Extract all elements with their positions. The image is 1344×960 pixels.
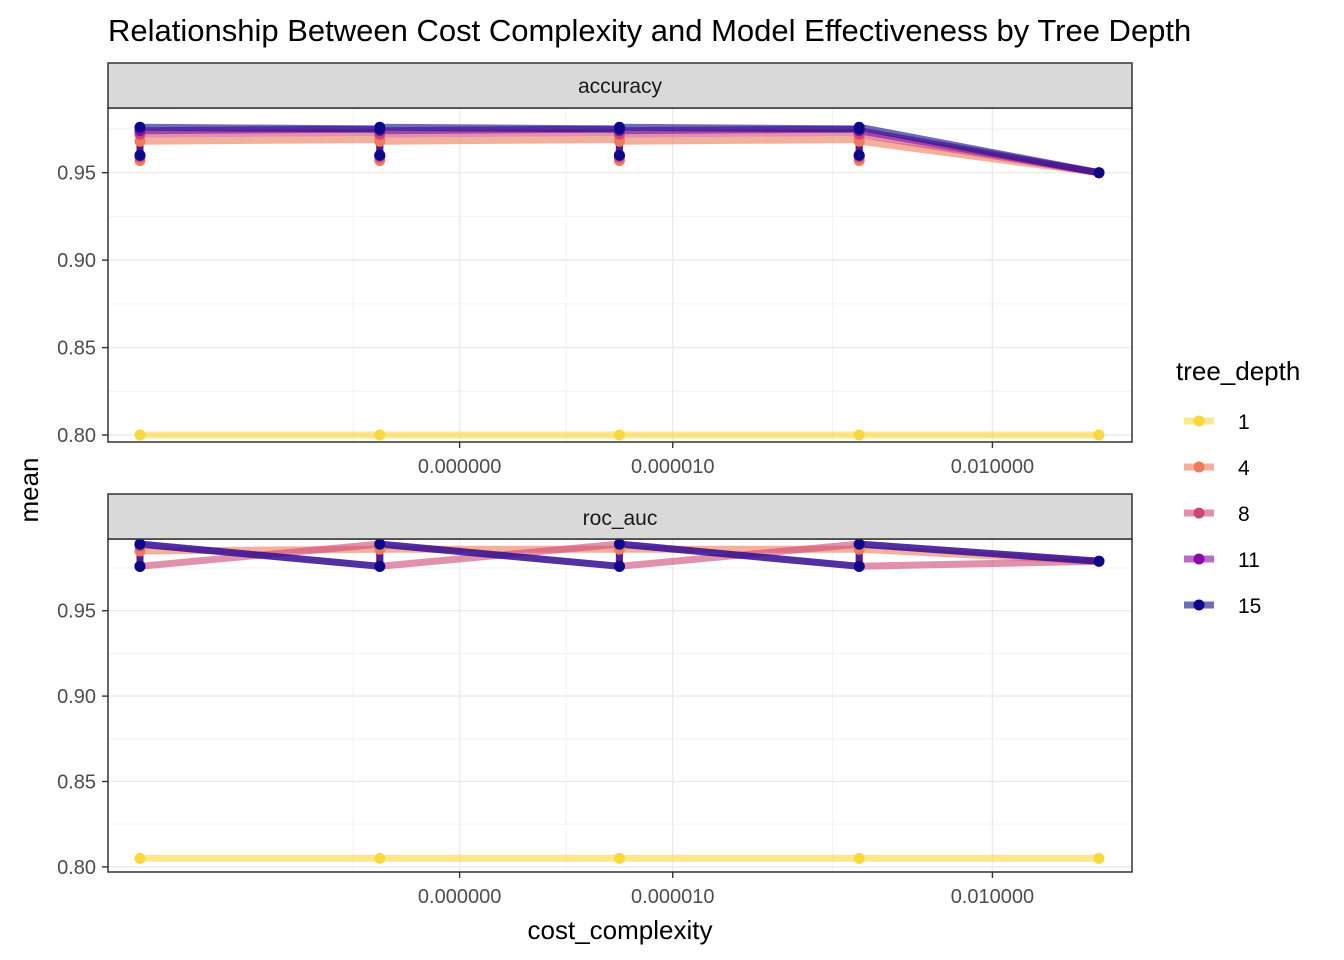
data-point-15 — [134, 560, 146, 572]
data-point-1 — [1093, 429, 1105, 441]
legend-label: 8 — [1238, 503, 1250, 526]
series-layer — [134, 121, 1105, 441]
strip-background — [107, 493, 1133, 540]
data-point-15 — [853, 121, 865, 133]
x-tick-label: 0.000000 — [418, 456, 501, 478]
legend-title: tree_depth — [1176, 356, 1300, 386]
x-tick-label: 0.000010 — [631, 886, 714, 908]
data-point-1 — [1093, 852, 1105, 864]
chart-title: Relationship Between Cost Complexity and… — [108, 13, 1191, 48]
strip-label: accuracy — [578, 75, 663, 98]
legend-label: 15 — [1238, 595, 1261, 618]
data-point-15 — [374, 149, 386, 161]
data-point-1 — [853, 852, 865, 864]
y-tick-label: 0.90 — [57, 686, 96, 708]
data-point-15 — [1093, 167, 1105, 179]
x-tick-label: 0.010000 — [951, 886, 1034, 908]
x-axis-title: cost_complexity — [528, 915, 713, 945]
data-point-15 — [374, 560, 386, 572]
data-point-15 — [134, 538, 146, 550]
legend-label: 11 — [1238, 549, 1260, 572]
series-layer — [134, 538, 1105, 864]
y-tick-label: 0.95 — [57, 601, 96, 623]
data-point-1 — [613, 429, 625, 441]
y-tick-label: 0.90 — [57, 250, 96, 272]
data-point-15 — [613, 149, 625, 161]
legend-label: 4 — [1238, 457, 1250, 480]
y-tick-label: 0.85 — [57, 771, 96, 793]
y-tick-label: 0.85 — [57, 338, 96, 360]
legend-key-point — [1193, 599, 1205, 611]
data-point-15 — [1093, 555, 1105, 567]
data-point-15 — [374, 121, 386, 133]
y-axis-ticks: 0.80 0.85 0.90 0.95 — [57, 163, 108, 447]
data-point-15 — [613, 121, 625, 133]
legend: tree_depth 1 4 8 11 15 — [1176, 356, 1300, 618]
data-point-15 — [853, 538, 865, 550]
legend-key-point — [1193, 415, 1205, 427]
y-tick-label: 0.80 — [57, 425, 96, 447]
x-axis-ticks: 0.000000 0.000010 0.010000 — [418, 872, 1034, 908]
x-axis-ticks: 0.000000 0.000010 0.010000 — [418, 442, 1034, 478]
y-axis-title: mean — [14, 457, 44, 522]
panel-background — [108, 539, 1132, 872]
x-tick-label: 0.010000 — [951, 456, 1034, 478]
data-point-15 — [374, 538, 386, 550]
y-tick-label: 0.80 — [57, 857, 96, 879]
data-point-15 — [613, 560, 625, 572]
data-point-15 — [134, 121, 146, 133]
legend-keys: 1 4 8 11 15 — [1184, 411, 1261, 618]
data-point-1 — [374, 429, 386, 441]
data-point-1 — [853, 429, 865, 441]
legend-key-point — [1193, 553, 1205, 565]
panel-roc-auc: roc_auc 0.80 0.85 0.90 0.95 0.000000 0.00001… — [57, 493, 1133, 908]
data-point-1 — [613, 852, 625, 864]
data-point-15 — [853, 560, 865, 572]
data-point-1 — [374, 852, 386, 864]
major-grid — [108, 539, 1132, 872]
y-tick-label: 0.95 — [57, 163, 96, 185]
strip-label: roc_auc — [583, 507, 658, 530]
legend-key-point — [1193, 461, 1205, 473]
data-point-15 — [613, 538, 625, 550]
legend-label: 1 — [1238, 411, 1250, 434]
strip-background — [107, 62, 1133, 109]
x-tick-label: 0.000000 — [418, 886, 501, 908]
data-point-15 — [134, 149, 146, 161]
x-tick-label: 0.000010 — [631, 456, 714, 478]
data-point-1 — [134, 852, 146, 864]
y-axis-ticks: 0.80 0.85 0.90 0.95 — [57, 601, 108, 879]
data-point-1 — [134, 429, 146, 441]
panel-accuracy: accuracy 0.800.850.900.95 0.000000 0.0000… — [57, 62, 1133, 478]
data-point-15 — [853, 149, 865, 161]
legend-key-point — [1193, 507, 1205, 519]
